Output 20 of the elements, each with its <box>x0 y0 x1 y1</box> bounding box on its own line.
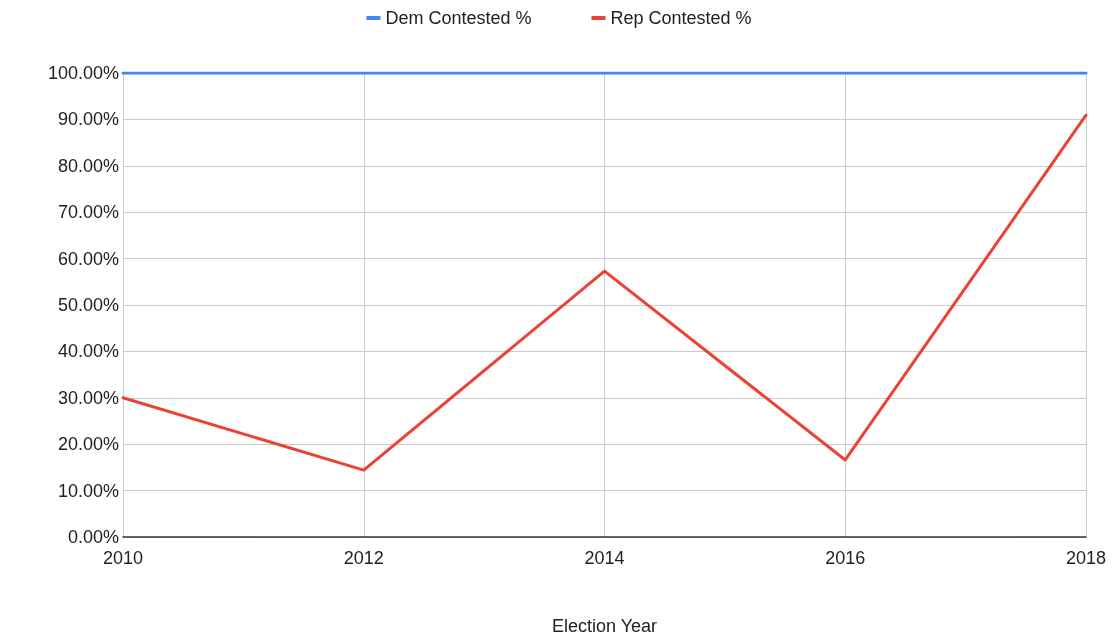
x-tick-label: 2012 <box>343 548 384 568</box>
x-tick-label: 2018 <box>1065 548 1107 568</box>
y-tick-label: 90.00% <box>57 109 119 130</box>
legend-label: Rep Contested % <box>610 8 752 28</box>
x-tick-label: 2010 <box>102 548 144 568</box>
y-tick-label: 40.00% <box>57 341 119 362</box>
y-tick-label: 50.00% <box>57 295 119 315</box>
y-tick-label: 80.00% <box>57 155 119 176</box>
y-tick-label: 100.00% <box>47 63 119 83</box>
x-axis-title: Election Year <box>551 616 658 636</box>
legend-label: Dem Contested % <box>385 8 532 28</box>
y-tick-label: 0.00% <box>67 527 119 547</box>
x-tick-label: 2016 <box>825 548 866 568</box>
y-tick-label: 10.00% <box>57 480 119 501</box>
y-tick-label: 70.00% <box>57 202 119 223</box>
y-tick-label: 30.00% <box>57 387 119 408</box>
x-tick-label: 2014 <box>584 548 625 568</box>
y-tick-label: 60.00% <box>57 248 119 269</box>
y-tick-label: 20.00% <box>57 434 119 455</box>
line-series <box>121 113 1088 472</box>
